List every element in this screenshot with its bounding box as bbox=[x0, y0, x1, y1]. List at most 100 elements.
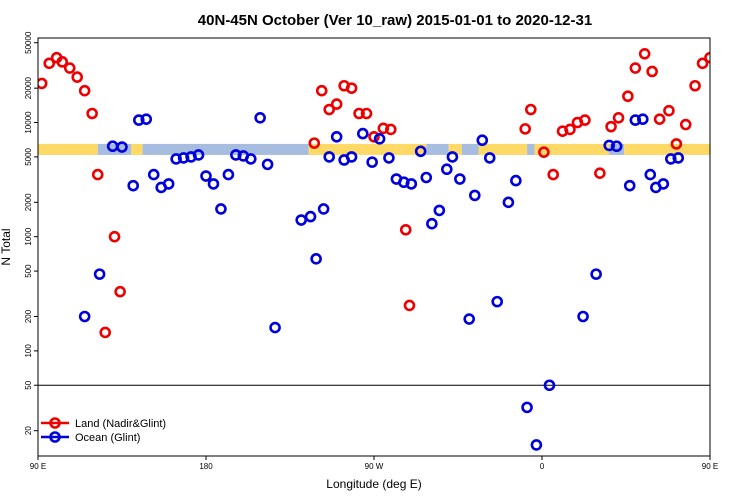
data-point bbox=[664, 153, 677, 165]
data-point bbox=[605, 120, 617, 133]
y-axis-label: N Total bbox=[0, 228, 13, 265]
data-point bbox=[629, 62, 642, 74]
data-point bbox=[405, 178, 418, 190]
x-axis: 90 E 180 90 W 0 90 E bbox=[30, 456, 718, 471]
mask-segment-land bbox=[308, 143, 427, 155]
data-point bbox=[679, 118, 692, 131]
chart-title: 40N-45N October (Ver 10_raw) 2015-01-01 … bbox=[198, 12, 592, 29]
x-tick-label: 90 E bbox=[702, 462, 718, 471]
legend-ocean-marker bbox=[49, 431, 61, 443]
data-point bbox=[564, 123, 576, 136]
data-point bbox=[230, 149, 242, 161]
y-tick-label: 20000 bbox=[24, 76, 33, 99]
data-point bbox=[38, 77, 48, 90]
data-point bbox=[63, 62, 76, 74]
x-tick-label: 0 bbox=[540, 462, 545, 471]
data-point bbox=[373, 133, 386, 145]
data-point bbox=[330, 130, 343, 143]
y-tick-label: 50 bbox=[24, 380, 33, 389]
data-point bbox=[345, 82, 358, 94]
data-point bbox=[663, 104, 675, 117]
data-point bbox=[304, 210, 317, 223]
y-tick-label: 200 bbox=[24, 309, 33, 323]
data-point bbox=[420, 171, 433, 184]
data-point bbox=[414, 145, 427, 158]
data-point bbox=[200, 170, 212, 182]
data-point bbox=[636, 113, 649, 125]
y-tick-label: 1000 bbox=[24, 227, 33, 245]
mask-segment-land bbox=[478, 143, 528, 155]
data-point bbox=[99, 326, 111, 339]
data-point bbox=[356, 127, 369, 140]
data-point bbox=[530, 439, 543, 451]
data-point bbox=[377, 122, 390, 135]
data-point bbox=[215, 203, 227, 215]
x-tick-label: 90 E bbox=[30, 462, 46, 471]
data-point bbox=[269, 321, 281, 334]
legend-land-marker bbox=[49, 417, 61, 429]
data-point bbox=[622, 90, 634, 103]
data-point bbox=[86, 107, 98, 120]
mask-segment-ocean bbox=[609, 143, 625, 155]
data-point bbox=[446, 151, 459, 163]
data-point bbox=[704, 51, 710, 64]
mask-segment-land bbox=[448, 143, 462, 155]
data-point bbox=[170, 153, 182, 165]
data-point bbox=[670, 138, 683, 150]
data-point bbox=[254, 112, 266, 124]
data-point bbox=[594, 167, 606, 179]
data-point bbox=[192, 149, 205, 161]
data-point bbox=[519, 123, 532, 135]
data-point bbox=[368, 130, 380, 143]
data-point bbox=[222, 168, 235, 181]
data-point bbox=[696, 57, 709, 70]
data-point bbox=[295, 214, 308, 226]
mask-segment-land bbox=[534, 143, 610, 155]
data-point bbox=[510, 174, 522, 187]
y-tick-label: 500 bbox=[24, 264, 33, 278]
data-point bbox=[463, 313, 476, 325]
data-point bbox=[114, 285, 126, 298]
mask-segment-ocean bbox=[142, 143, 309, 155]
data-point bbox=[610, 140, 623, 153]
data-point bbox=[207, 178, 220, 190]
series-ocean bbox=[78, 112, 685, 451]
data-point bbox=[360, 107, 373, 120]
data-point bbox=[521, 401, 533, 414]
data-point bbox=[323, 151, 336, 163]
data-point bbox=[108, 230, 121, 243]
data-point bbox=[426, 217, 438, 230]
data-point bbox=[261, 158, 274, 171]
data-point bbox=[476, 134, 489, 147]
data-point bbox=[433, 204, 446, 217]
data-point bbox=[345, 151, 358, 163]
data-point bbox=[638, 47, 651, 60]
data-point bbox=[56, 56, 69, 68]
data-point bbox=[78, 310, 91, 323]
data-point bbox=[71, 71, 83, 83]
plot-frame bbox=[37, 37, 711, 457]
data-point bbox=[491, 295, 504, 308]
data-point bbox=[308, 137, 321, 149]
y-tick-label: 50000 bbox=[24, 31, 33, 54]
data-point bbox=[43, 57, 56, 70]
data-point bbox=[502, 196, 515, 209]
data-point bbox=[93, 268, 106, 280]
data-point bbox=[646, 65, 658, 78]
x-tick-label: 90 W bbox=[365, 462, 384, 471]
mask-segment-ocean bbox=[461, 143, 479, 155]
data-point bbox=[177, 152, 190, 164]
data-point bbox=[612, 112, 625, 124]
data-point bbox=[543, 379, 556, 392]
data-point bbox=[454, 173, 466, 185]
y-tick-label: 20 bbox=[24, 426, 33, 435]
x-axis-label: Longitude (deg E) bbox=[326, 477, 421, 491]
y-tick-label: 100 bbox=[24, 344, 33, 358]
data-point bbox=[147, 168, 160, 181]
mask-segment-ocean bbox=[527, 143, 535, 155]
data-point bbox=[403, 299, 416, 312]
data-point bbox=[317, 203, 330, 215]
data-point bbox=[577, 310, 589, 323]
data-point bbox=[315, 84, 328, 97]
data-series-layer bbox=[38, 47, 710, 451]
